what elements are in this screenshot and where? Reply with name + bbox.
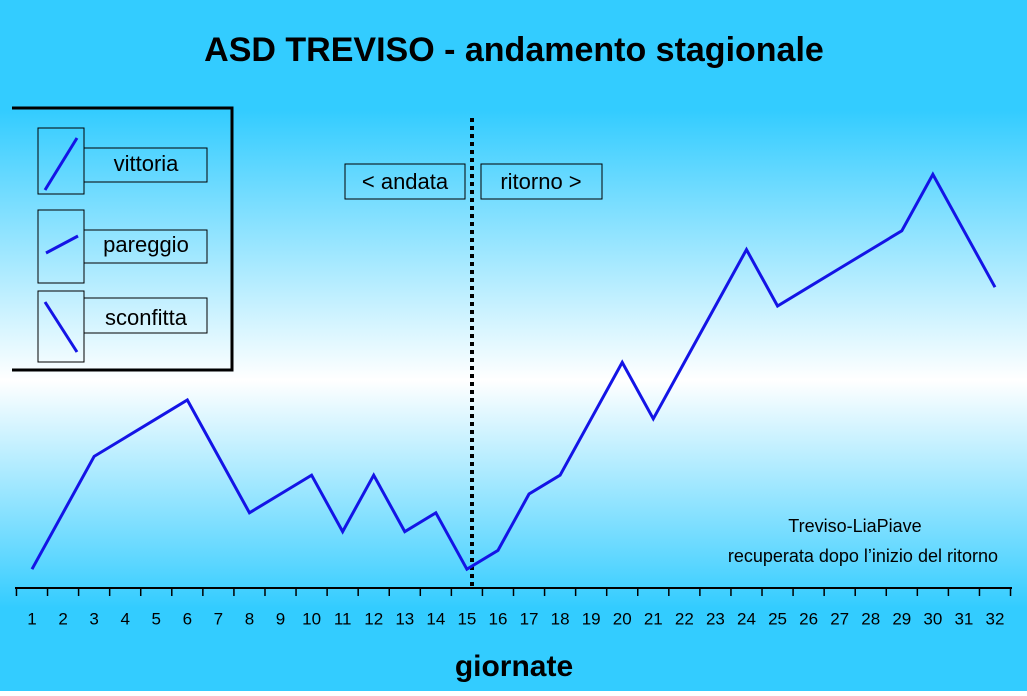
x-tick-label: 30 xyxy=(923,609,942,628)
x-tick-label: 5 xyxy=(152,609,161,628)
x-tick-label: 4 xyxy=(120,609,129,628)
x-tick-label: 29 xyxy=(892,609,911,628)
x-tick-label: 18 xyxy=(551,609,570,628)
x-tick-label: 31 xyxy=(954,609,973,628)
x-tick-label: 6 xyxy=(183,609,192,628)
annotation: < andata xyxy=(362,169,449,194)
x-tick-label: 3 xyxy=(89,609,98,628)
legend-icon xyxy=(43,301,79,353)
x-tick-label: 14 xyxy=(426,609,445,628)
annotation: recuperata dopo l’inizio del ritorno xyxy=(728,546,998,566)
x-tick-label: 28 xyxy=(861,609,880,628)
legend-icon xyxy=(43,137,79,191)
x-tick-label: 7 xyxy=(214,609,223,628)
legend: vittoria pareggio sconfitta xyxy=(12,106,234,372)
x-tick-label: 21 xyxy=(644,609,663,628)
annotation: Treviso-LiaPiave xyxy=(788,516,921,536)
legend-label: vittoria xyxy=(114,151,180,176)
x-tick-label: 22 xyxy=(675,609,694,628)
x-tick-label: 12 xyxy=(364,609,383,628)
x-tick-label: 25 xyxy=(768,609,787,628)
x-tick-label: 24 xyxy=(737,609,756,628)
x-tick-label: 9 xyxy=(276,609,285,628)
x-tick-label: 27 xyxy=(830,609,849,628)
x-tick-label: 32 xyxy=(986,609,1005,628)
x-tick-label: 17 xyxy=(520,609,539,628)
legend-label: sconfitta xyxy=(105,305,188,330)
x-tick-label: 20 xyxy=(613,609,632,628)
x-tick-label: 1 xyxy=(27,609,36,628)
x-tick-label: 26 xyxy=(799,609,818,628)
legend-icon xyxy=(45,234,79,255)
x-tick-label: 13 xyxy=(395,609,414,628)
legend-text-box xyxy=(83,147,208,183)
legend-text-box xyxy=(83,297,208,334)
x-tick-label: 15 xyxy=(457,609,476,628)
x-axis-label: giornate xyxy=(455,650,573,683)
x-tick-label: 8 xyxy=(245,609,254,628)
x-tick-label: 11 xyxy=(334,609,352,628)
chart-title: ASD TREVISO - andamento stagionale xyxy=(204,31,824,69)
x-tick-label: 10 xyxy=(302,609,321,628)
annotation-box xyxy=(480,163,603,200)
legend-frame xyxy=(12,106,234,372)
legend-text-box xyxy=(83,229,208,264)
annotation: ritorno > xyxy=(500,169,581,194)
annotation-box xyxy=(344,163,466,200)
data-line xyxy=(30,171,997,572)
x-tick-label: 23 xyxy=(706,609,725,628)
x-tick-label: 19 xyxy=(582,609,601,628)
legend-label: pareggio xyxy=(103,232,189,257)
x-tick-label: 16 xyxy=(489,609,508,628)
x-tick-label: 2 xyxy=(58,609,67,628)
